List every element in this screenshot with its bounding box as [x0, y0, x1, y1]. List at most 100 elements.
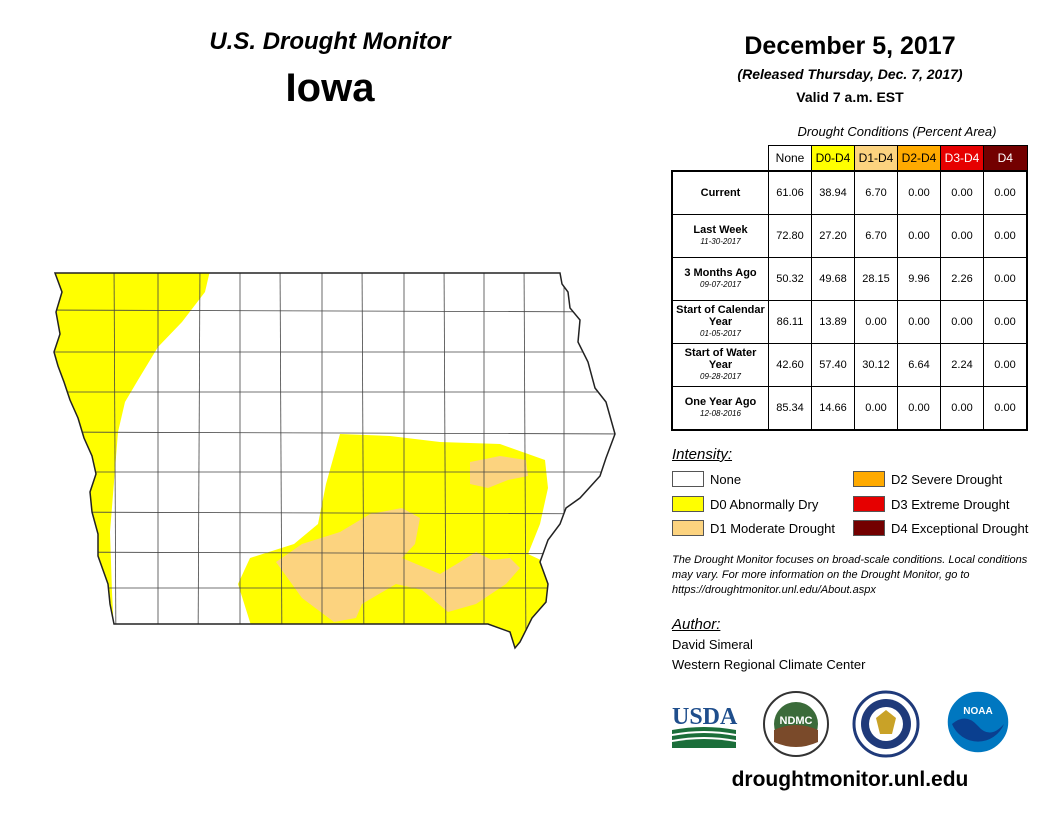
d1-region-south	[276, 508, 520, 622]
legend-item-d3: D3 Extreme Drought	[853, 496, 1010, 512]
stats-cell: 0.00	[897, 300, 941, 344]
stats-cell: 13.89	[811, 300, 855, 344]
stats-cell: 38.94	[811, 170, 855, 215]
county-lines	[54, 273, 615, 648]
stats-cell: 72.80	[768, 214, 812, 258]
stats-cell: 49.68	[811, 257, 855, 301]
map-date: December 5, 2017	[744, 32, 956, 60]
row-label: 3 Months Ago 09-07-2017	[671, 257, 769, 301]
stats-row: Start of Water Year 09-28-2017 42.60 57.40 3…	[671, 343, 1028, 387]
legend-swatch	[672, 496, 704, 512]
drought-stats-table: None D0-D4 D1-D4 D2-D4 D3-D4 D4 Current 6…	[671, 145, 1028, 431]
stats-row: Start of Calendar Year 01-05-2017 86.11 13.…	[671, 300, 1028, 344]
legend-swatch	[672, 520, 704, 536]
row-label-text: Last Week	[693, 224, 748, 236]
legend-item-d1: D1 Moderate Drought	[672, 520, 835, 536]
legend-label: None	[710, 471, 742, 487]
stats-cell: 86.11	[768, 300, 812, 344]
page-title: U.S. Drought Monitor	[209, 28, 451, 55]
stats-cell: 0.00	[897, 386, 941, 431]
stats-cell: 0.00	[983, 386, 1028, 431]
stats-cell: 0.00	[983, 300, 1028, 344]
valid-time: Valid 7 a.m. EST	[796, 89, 904, 105]
row-label: Current	[671, 170, 769, 215]
legend-label: D4 Exceptional Drought	[891, 520, 1029, 536]
col-header-d2-d4: D2-D4	[897, 145, 941, 172]
stats-cell: 42.60	[768, 343, 812, 387]
col-header-none: None	[768, 145, 812, 172]
stats-cell: 2.26	[940, 257, 984, 301]
stats-cell: 85.34	[768, 386, 812, 431]
legend-swatch	[853, 471, 885, 487]
stats-cell: 30.12	[854, 343, 898, 387]
legend-item-d4: D4 Exceptional Drought	[853, 520, 1028, 536]
stats-cell: 6.70	[854, 214, 898, 258]
row-date: 09-28-2017	[700, 372, 741, 381]
intensity-title: Intensity:	[672, 446, 733, 463]
stats-cell: 28.15	[854, 257, 898, 301]
stats-cell: 57.40	[811, 343, 855, 387]
row-label-text: Start of Water Year	[684, 347, 757, 371]
stats-row: One Year Ago 12-08-2016 85.34 14.66 0.00 0.00…	[671, 386, 1028, 431]
stats-cell: 0.00	[940, 170, 984, 215]
site-url[interactable]: droughtmonitor.unl.edu	[731, 768, 969, 791]
legend-swatch	[672, 471, 704, 487]
iowa-drought-map	[53, 272, 616, 649]
svg-text:USDA: USDA	[672, 704, 738, 730]
legend-item-d0: D0 Abnormally Dry	[672, 496, 818, 512]
row-date: 11-30-2017	[700, 237, 741, 246]
noaa-logo: NOAA	[946, 690, 1010, 754]
stats-row: Current 61.06 38.94 6.70 0.00 0.00 0.00	[671, 170, 1028, 215]
stats-cell: 0.00	[940, 300, 984, 344]
row-label-text: One Year Ago	[684, 396, 757, 408]
stats-cell: 0.00	[940, 386, 984, 431]
row-label: Start of Calendar Year 01-05-2017	[671, 300, 769, 344]
stats-cell: 6.64	[897, 343, 941, 387]
row-label-text: Start of Calendar Year	[676, 304, 765, 328]
legend-swatch	[853, 520, 885, 536]
stats-cell: 0.00	[940, 214, 984, 258]
stats-cell: 0.00	[983, 170, 1028, 215]
stats-cell: 9.96	[897, 257, 941, 301]
stats-cell: 0.00	[983, 214, 1028, 258]
row-label-text: Current	[700, 187, 741, 199]
col-header-d3-d4: D3-D4	[940, 145, 984, 172]
stats-cell: 61.06	[768, 170, 812, 215]
row-date: 12-08-2016	[700, 409, 741, 418]
stats-cell: 0.00	[897, 214, 941, 258]
legend-label: D0 Abnormally Dry	[710, 496, 819, 512]
stats-cell: 0.00	[854, 300, 898, 344]
stats-cell: 0.00	[983, 343, 1028, 387]
author-title: Author:	[672, 616, 721, 633]
release-date: (Released Thursday, Dec. 7, 2017)	[737, 66, 963, 82]
row-label: Start of Water Year 09-28-2017	[671, 343, 769, 387]
stats-cell: 0.00	[897, 170, 941, 215]
legend-swatch	[853, 496, 885, 512]
legend-item-none: None	[672, 471, 741, 487]
author-org: Western Regional Climate Center	[672, 657, 866, 672]
svg-text:NOAA: NOAA	[963, 706, 992, 717]
state-title: Iowa	[285, 66, 375, 110]
stats-cell: 0.00	[983, 257, 1028, 301]
legend-item-d2: D2 Severe Drought	[853, 471, 1002, 487]
legend-label: D2 Severe Drought	[891, 471, 1003, 487]
legend-label: D1 Moderate Drought	[710, 520, 836, 536]
col-header-d0-d4: D0-D4	[811, 145, 855, 172]
legend-label: D3 Extreme Drought	[891, 496, 1010, 512]
stats-cell: 0.00	[854, 386, 898, 431]
svg-text:NDMC: NDMC	[780, 715, 813, 727]
stats-cell: 27.20	[811, 214, 855, 258]
author-name: David Simeral	[672, 637, 753, 652]
row-label-text: 3 Months Ago	[684, 267, 757, 279]
stats-row: 3 Months Ago 09-07-2017 50.32 49.68 28.15 9.9…	[671, 257, 1028, 301]
col-header-d4: D4	[983, 145, 1028, 172]
stats-cell: 14.66	[811, 386, 855, 431]
stats-cell: 50.32	[768, 257, 812, 301]
drought-monitor-note: The Drought Monitor focuses on broad-sca…	[672, 554, 1028, 596]
commerce-seal-logo	[852, 690, 920, 758]
stats-row: Last Week 11-30-2017 72.80 27.20 6.70 0.00 0.0…	[671, 214, 1028, 258]
row-label: Last Week 11-30-2017	[671, 214, 769, 258]
stats-cell: 6.70	[854, 170, 898, 215]
ndmc-logo: NDMC	[763, 691, 829, 757]
usda-logo: USDA	[672, 704, 738, 748]
